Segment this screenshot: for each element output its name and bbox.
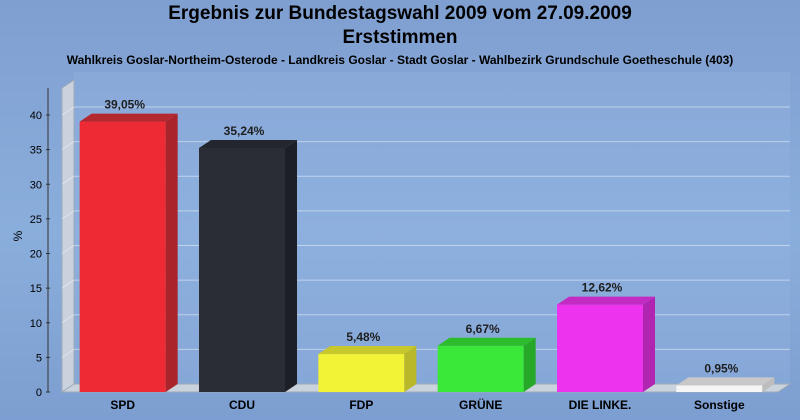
gridline-3d — [61, 141, 75, 151]
bar-side — [523, 337, 536, 392]
chart-title: Ergebnis zur Bundestagswahl 2009 vom 27.… — [168, 3, 632, 24]
bar-top — [79, 113, 178, 122]
data-label: 39,05% — [104, 98, 145, 112]
bar — [318, 354, 405, 392]
y-tick-label: 0 — [36, 387, 42, 399]
y-tick-label: 25 — [30, 214, 42, 226]
x-tick-label: SPD — [110, 398, 135, 412]
x-tick-label: Sonstige — [694, 398, 745, 412]
bar-side — [762, 377, 775, 392]
y-tick-label: 40 — [30, 110, 42, 122]
data-label: 6,67% — [466, 322, 500, 336]
data-label: 5,48% — [346, 330, 380, 344]
y-tick-label: 10 — [30, 318, 42, 330]
bar-side — [643, 296, 655, 392]
x-tick-label: FDP — [349, 398, 373, 412]
bar — [676, 385, 763, 392]
x-tick-label: GRÜNE — [459, 397, 502, 412]
gridline-3d — [61, 245, 75, 254]
bar-top — [199, 139, 297, 148]
bar-top — [557, 296, 655, 305]
chart-subtitle: Erststimmen — [342, 27, 458, 48]
gridline-3d — [61, 314, 75, 324]
gridline-3d — [61, 348, 75, 358]
y-tick-label: 20 — [30, 249, 42, 261]
chart-caption: Wahlkreis Goslar-Northeim-Osterode - Lan… — [66, 53, 734, 67]
y-tick-label: 30 — [30, 179, 42, 191]
gridline-3d — [61, 106, 75, 116]
data-label: 0,95% — [704, 361, 738, 375]
gridline-3d — [61, 175, 75, 185]
x-tick-label: DIE LINKE. — [569, 398, 632, 412]
bar-side — [404, 346, 417, 392]
y-tick-label: 15 — [30, 283, 42, 295]
bar — [199, 147, 285, 392]
bar — [437, 345, 524, 392]
plot-background — [74, 72, 790, 384]
bar-top — [318, 346, 417, 355]
gridline-3d — [61, 210, 75, 220]
data-label: 12,62% — [582, 281, 623, 295]
left-wall — [61, 79, 75, 393]
bar-side — [165, 113, 178, 393]
y-tick-label: 5 — [36, 352, 42, 364]
gridline-3d — [61, 279, 75, 289]
bar — [557, 304, 643, 392]
y-axis-label: % — [11, 230, 25, 241]
y-tick-label: 35 — [30, 145, 42, 157]
x-tick-label: CDU — [229, 398, 255, 412]
bar-top — [676, 377, 775, 386]
bar-top — [437, 337, 536, 346]
bar-side — [285, 139, 297, 392]
bar — [79, 121, 166, 393]
data-label: 35,24% — [224, 124, 265, 138]
